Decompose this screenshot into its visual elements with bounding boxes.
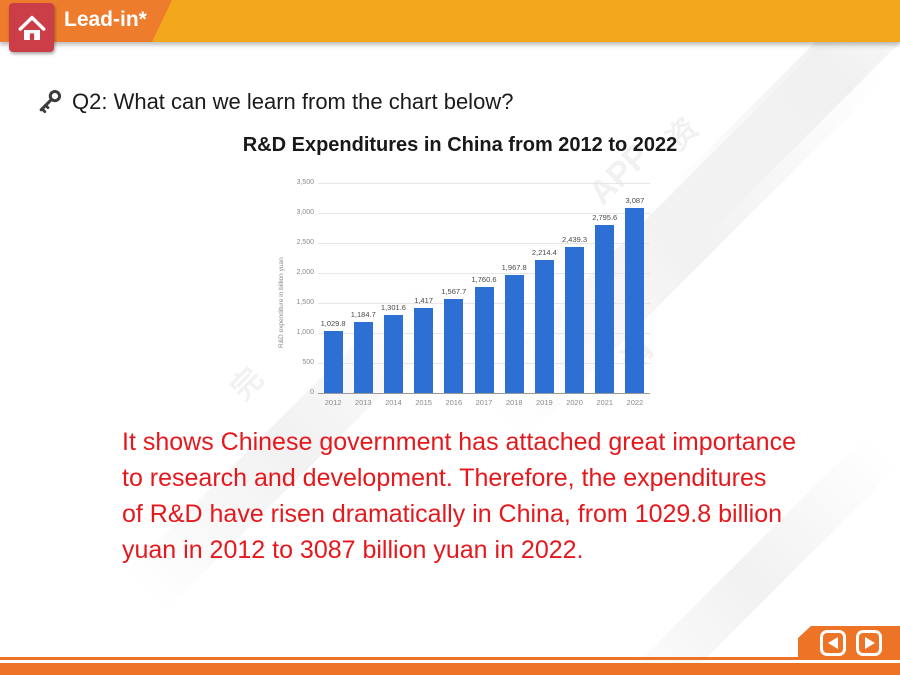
answer-line: yuan in 2012 to 3087 billion yuan in 202… — [122, 536, 584, 564]
header-banner: Lead-in* — [0, 0, 900, 42]
grid-line — [318, 183, 650, 184]
bar-value-label: 1,760.6 — [471, 275, 497, 285]
y-tick-label: 2,500 — [296, 239, 314, 246]
x-tick-label: 2014 — [385, 398, 402, 407]
x-tick-label: 2012 — [324, 398, 342, 407]
y-tick-label: 1,000 — [296, 329, 314, 336]
bar — [534, 260, 554, 393]
y-tick-label: 1,500 — [296, 299, 314, 306]
tab-lead-in[interactable]: Lead-in* — [64, 8, 147, 31]
plot-area: 3,500 3,000 2,500 2,000 1,500 1,000 500 0 1,029.… — [296, 179, 650, 407]
grid-line — [318, 243, 650, 244]
x-tick-label: 2017 — [475, 398, 493, 407]
bar — [625, 207, 645, 393]
bar-value-label: 1,029.8 — [320, 319, 346, 329]
key-icon — [36, 88, 63, 115]
bar-value-label: 1,567.7 — [441, 286, 467, 296]
bar — [565, 246, 585, 393]
bar — [504, 274, 524, 393]
y-tick-label: 0 — [310, 389, 314, 396]
answer-line: to research and development. Therefore, … — [122, 464, 767, 492]
right-arrow-icon — [864, 637, 875, 649]
chart-title: R&D Expenditures in China from 2012 to 2… — [242, 134, 678, 156]
bar-value-label: 3,087 — [625, 195, 645, 205]
answer-text: It shows Chinese government has attached… — [122, 424, 882, 568]
bar — [474, 287, 494, 393]
bar-value-label: 1,417 — [414, 295, 433, 305]
bar-chart: R&D expenditure in billion yuan 3,500 3,0… — [276, 168, 676, 416]
bar-value-label: 1,184.7 — [350, 309, 376, 319]
bar — [323, 331, 343, 393]
x-tick-label: 2015 — [415, 398, 432, 407]
x-tick-label: 2021 — [596, 398, 614, 407]
x-tick-label: 2022 — [626, 398, 644, 407]
footer-thin-line — [0, 657, 900, 660]
next-button[interactable] — [856, 630, 882, 656]
x-tick-label: 2019 — [536, 398, 553, 407]
answer-line: It shows Chinese government has attached… — [122, 428, 796, 456]
x-tick-label: 2020 — [566, 398, 583, 407]
bar — [353, 321, 373, 393]
bar-value-label: 1,301.6 — [380, 302, 406, 312]
y-tick-label: 500 — [302, 359, 314, 366]
bar-value-label: 2,214.4 — [531, 248, 557, 258]
x-tick-label: 2018 — [505, 398, 523, 407]
x-tick-label: 2016 — [445, 398, 463, 407]
grid-line — [318, 273, 650, 274]
bar — [595, 225, 615, 393]
y-tick-label: 3,000 — [296, 209, 314, 216]
bar-value-label: 2,795.6 — [592, 213, 618, 223]
home-button[interactable] — [9, 3, 54, 52]
bar — [444, 298, 464, 393]
home-icon — [18, 15, 45, 40]
bar-value-label: 2,439.3 — [562, 234, 588, 244]
x-tick-label: 2013 — [354, 398, 372, 407]
y-tick-label: 3,500 — [296, 179, 314, 186]
footer-band — [0, 663, 900, 675]
navigation-tab — [798, 626, 900, 660]
bar-value-label: 1,967.8 — [501, 262, 527, 272]
bar — [414, 307, 434, 393]
question-row: Q2: What can we learn from the chart bel… — [36, 88, 513, 115]
watermark-text: 完 — [225, 362, 270, 407]
prev-button[interactable] — [820, 630, 846, 656]
left-arrow-icon — [827, 637, 838, 649]
grid-line — [318, 213, 650, 214]
answer-line: of R&D have risen dramatically in China,… — [122, 500, 783, 528]
y-tick-label: 2,000 — [296, 269, 314, 276]
bar — [383, 314, 403, 393]
question-text: Q2: What can we learn from the chart bel… — [72, 88, 514, 114]
